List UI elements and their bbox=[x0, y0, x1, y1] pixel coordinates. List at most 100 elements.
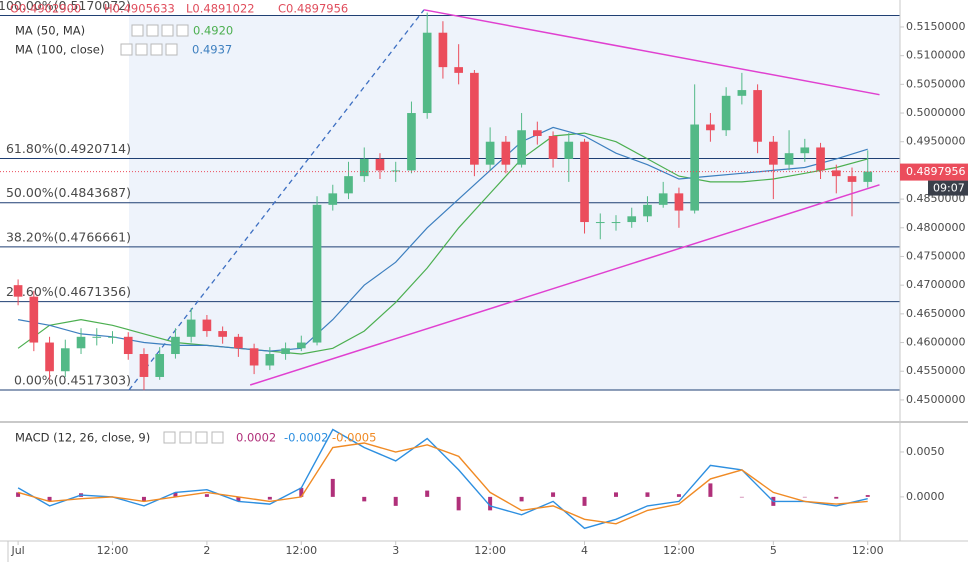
candle-body bbox=[706, 124, 715, 131]
fib-label: 61.80%(0.4920714) bbox=[6, 141, 131, 156]
candle-body bbox=[470, 72, 479, 165]
histogram-bar bbox=[267, 496, 272, 500]
fib-label: 23.60%(0.4671356) bbox=[6, 284, 131, 299]
candle-body bbox=[611, 222, 621, 224]
histogram-bar bbox=[393, 496, 398, 506]
histogram-bar bbox=[330, 478, 335, 497]
x-tick-label: 4 bbox=[581, 544, 588, 557]
legend-value: 0.0002 bbox=[236, 431, 276, 445]
y-tick-label: 0.4700000 bbox=[906, 278, 966, 291]
candle-body bbox=[123, 336, 133, 355]
y-tick-label: 0.4750000 bbox=[906, 249, 966, 262]
histogram-bar bbox=[834, 496, 839, 499]
candle-body bbox=[328, 193, 338, 205]
candle-body bbox=[438, 32, 448, 68]
candle-body bbox=[265, 354, 275, 366]
trend-line bbox=[249, 184, 880, 386]
histogram-bar bbox=[236, 496, 241, 502]
histogram-bar bbox=[582, 496, 587, 506]
y-tick-label: 0.5150000 bbox=[906, 20, 966, 33]
moving-average bbox=[17, 126, 868, 352]
candle-body bbox=[580, 141, 589, 223]
histogram-bar bbox=[16, 492, 21, 497]
histogram-bar bbox=[802, 496, 807, 498]
candle-body bbox=[391, 170, 401, 172]
fib-label: 38.20%(0.4766661) bbox=[6, 229, 131, 244]
candle-body bbox=[784, 153, 794, 165]
candle-body bbox=[359, 158, 369, 177]
candle-body bbox=[721, 95, 731, 131]
y-tick-label: 0.4500000 bbox=[906, 393, 966, 406]
y-tick-label: 0.4800000 bbox=[906, 221, 966, 234]
candle-body bbox=[658, 193, 668, 205]
candle-body bbox=[690, 124, 699, 211]
candle-body bbox=[517, 130, 526, 165]
ma100-icons[interactable] bbox=[120, 43, 178, 56]
histogram-bar bbox=[173, 492, 178, 497]
legend: O0.4902900 H0.4905633 L0.4891022 C0.4897956… bbox=[10, 2, 376, 445]
candle-body bbox=[60, 348, 70, 372]
x-tick-label: 5 bbox=[770, 544, 777, 557]
legend-name: MA (100, close) bbox=[15, 43, 104, 57]
x-tick-label: 2 bbox=[203, 544, 210, 557]
macd-pane bbox=[16, 428, 870, 530]
legend-name: MA (50, MA) bbox=[15, 24, 85, 38]
histogram-bar bbox=[613, 492, 618, 497]
candle-body bbox=[281, 348, 290, 355]
ohlc-value: H0.4905633 bbox=[104, 2, 175, 16]
histogram-bar bbox=[865, 495, 870, 497]
candle-body bbox=[627, 216, 637, 223]
x-tick-label: 12:00 bbox=[474, 544, 506, 557]
y-tick-label: 0.4550000 bbox=[906, 364, 966, 377]
histogram-bar bbox=[299, 487, 304, 497]
last-price-box bbox=[900, 163, 968, 181]
candle-body bbox=[800, 147, 810, 154]
price-pane: 0.00%(0.4517303) 23.60%(0.4671356) 38.20%(… bbox=[0, 0, 900, 391]
trend-line bbox=[423, 9, 880, 96]
histogram-bar bbox=[204, 494, 209, 497]
histogram-bar bbox=[676, 494, 681, 497]
y-tick-label: 0.4600000 bbox=[906, 336, 966, 349]
candle-body bbox=[564, 141, 574, 159]
x-tick-label: 12:00 bbox=[852, 544, 884, 557]
fib-label: 50.00%(0.4843687) bbox=[6, 185, 131, 200]
y-tick-label: 0.0000 bbox=[906, 490, 945, 503]
x-tick-label: Jul bbox=[10, 544, 24, 557]
candle-body bbox=[407, 113, 416, 171]
candle-body bbox=[218, 331, 227, 337]
y-tick-label: 0.4650000 bbox=[906, 307, 966, 320]
candle-body bbox=[171, 336, 180, 355]
candle-body bbox=[249, 348, 259, 366]
candle-body bbox=[202, 319, 212, 332]
countdown-box bbox=[928, 180, 968, 196]
candle-body bbox=[454, 67, 463, 73]
moving-average bbox=[17, 132, 868, 355]
candle-body bbox=[737, 90, 747, 96]
ma50-icons[interactable] bbox=[131, 24, 189, 37]
candle-body bbox=[769, 141, 778, 165]
candle-body bbox=[863, 171, 873, 182]
candle-body bbox=[312, 204, 322, 343]
candle-body bbox=[155, 354, 165, 377]
candle-body bbox=[831, 170, 841, 177]
x-tick-label: 12:00 bbox=[97, 544, 129, 557]
countdown-label: 09:07 bbox=[933, 182, 965, 195]
candle-body bbox=[139, 354, 149, 377]
x-tick-label: 12:00 bbox=[663, 544, 695, 557]
candle-body bbox=[234, 336, 243, 349]
histogram-bar bbox=[362, 496, 367, 502]
y-tick-label: 0.4950000 bbox=[906, 135, 966, 148]
last-price-label: 0.4897956 bbox=[906, 165, 966, 178]
candle-body bbox=[108, 336, 117, 338]
candle-body bbox=[296, 342, 306, 349]
candle-body bbox=[548, 135, 558, 159]
candle-body bbox=[92, 336, 102, 338]
macd-icons[interactable] bbox=[163, 431, 224, 444]
histogram-bar bbox=[739, 496, 744, 498]
ohlc-value: L0.4891022 bbox=[186, 2, 255, 16]
macd-title: MACD (12, 26, close, 9) bbox=[15, 431, 150, 445]
candle-body bbox=[485, 141, 495, 165]
histogram-bar bbox=[456, 496, 461, 511]
